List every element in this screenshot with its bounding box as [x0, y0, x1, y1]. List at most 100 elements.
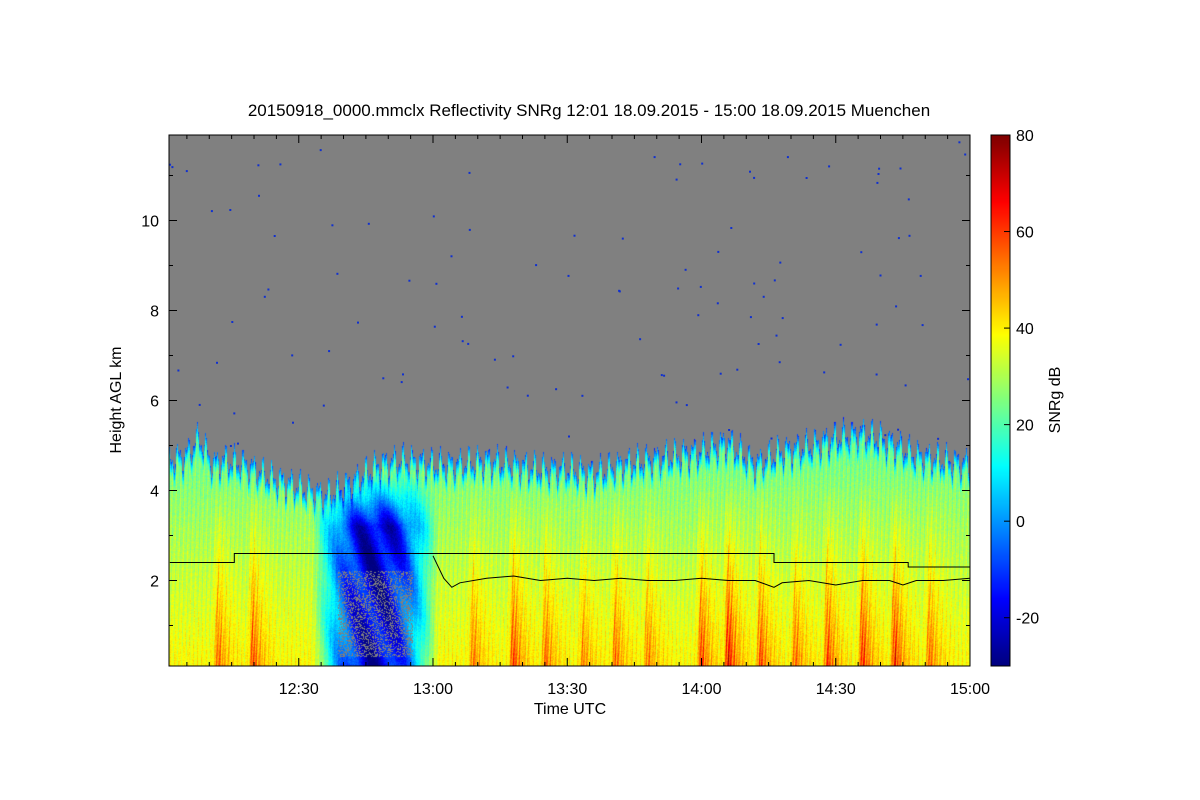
noise-speckle	[958, 141, 961, 144]
colorbar-tick-label: 20	[1016, 418, 1034, 435]
noise-speckle	[328, 350, 331, 353]
noise-speckle	[860, 251, 863, 254]
x-tick-label: 15:00	[950, 681, 990, 698]
y-tick-label: 2	[150, 574, 159, 591]
noise-speckle	[897, 428, 900, 431]
y-axis: 2 4 6 8 10	[141, 175, 970, 626]
x-tick-label: 13:30	[547, 681, 587, 698]
noise-speckle	[878, 167, 881, 170]
noise-speckle	[736, 368, 739, 371]
noise-speckle	[555, 388, 558, 391]
colorbar: -20 0 20 40 60 80 SNRg dB	[990, 128, 1064, 667]
noise-speckle	[895, 305, 898, 308]
noise-speckle	[336, 272, 339, 275]
colorbar-label: SNRg dB	[1047, 367, 1064, 434]
y-tick-label: 6	[150, 394, 159, 411]
y-tick-label: 8	[150, 304, 159, 321]
colorbar-tick-label: 60	[1016, 225, 1034, 242]
noise-speckle	[257, 164, 260, 167]
noise-speckle	[279, 163, 282, 166]
noise-speckle	[877, 173, 880, 175]
noise-speckle	[319, 149, 322, 152]
noise-speckle	[322, 404, 325, 407]
noise-speckle	[967, 378, 969, 381]
noise-speckle	[468, 228, 471, 231]
noise-speckle	[639, 338, 642, 341]
noise-speckle	[169, 163, 171, 166]
noise-speckle	[675, 401, 678, 404]
noise-speckle	[535, 264, 538, 267]
noise-speckle	[357, 321, 359, 324]
noise-speckle	[663, 374, 666, 377]
noise-speckle	[677, 287, 680, 290]
y-tick-label: 10	[141, 214, 159, 231]
noise-speckle	[258, 194, 260, 197]
noise-speckle	[229, 445, 232, 447]
noise-speckle	[506, 386, 509, 389]
noise-speckle	[899, 167, 902, 170]
colorbar-frame	[990, 134, 1011, 667]
noise-speckle	[775, 334, 778, 337]
noise-speckle	[512, 355, 515, 358]
noise-speckle	[621, 237, 624, 240]
noise-speckle	[435, 282, 438, 285]
noise-speckle	[786, 156, 789, 159]
noise-speckle	[400, 381, 403, 384]
noise-speckle	[177, 369, 180, 372]
noise-speckle	[730, 227, 733, 229]
noise-speckle	[573, 234, 576, 237]
noise-speckle	[675, 178, 678, 181]
noise-speckle	[653, 156, 656, 159]
noise-speckle	[879, 274, 882, 277]
noise-speckle	[171, 166, 174, 169]
x-tick-label: 12:30	[279, 681, 319, 698]
noise-speckle	[753, 282, 756, 285]
noise-speckle	[273, 235, 276, 237]
x-axis-label: Time UTC	[534, 701, 606, 718]
noise-speckle	[460, 315, 463, 318]
noise-speckle	[291, 354, 294, 357]
noise-speckle	[263, 295, 266, 298]
noise-speckle	[937, 437, 940, 440]
noise-speckle	[921, 324, 924, 327]
noise-speckle	[581, 394, 584, 397]
noise-speckle	[185, 170, 188, 173]
noise-speckle	[331, 224, 334, 227]
boundary-layer-line-lower	[432, 555, 971, 588]
noise-speckle	[749, 316, 752, 319]
colorbar-tick-label: -20	[1016, 611, 1039, 628]
noise-speckle	[753, 176, 756, 179]
noise-speckle	[823, 371, 826, 374]
noise-speckle	[781, 317, 784, 320]
colorbar-ticks: -20 0 20 40 60 80	[1004, 128, 1039, 628]
noise-speckle	[468, 171, 471, 174]
noise-speckle	[433, 325, 436, 328]
colorbar-tick-label: 40	[1016, 321, 1034, 338]
colorbar-tick-label: 0	[1016, 514, 1025, 531]
noise-speckle	[292, 421, 294, 424]
noise-speckle	[884, 434, 887, 437]
noise-speckle	[773, 279, 776, 282]
noise-speckle	[685, 404, 688, 407]
plot-area	[168, 134, 971, 667]
boundary-layer-line-upper	[169, 553, 970, 568]
noise-speckle	[367, 222, 370, 225]
noise-speckle	[875, 373, 878, 376]
noise-speckle	[229, 209, 232, 211]
noise-speckle	[526, 394, 529, 397]
noise-speckle	[897, 237, 900, 240]
noise-speckle	[231, 321, 234, 323]
noise-speckle	[198, 403, 201, 406]
reflectivity-heatmap	[169, 135, 970, 666]
y-axis-label: Height AGL km	[108, 346, 125, 453]
x-tick-label: 14:30	[816, 681, 856, 698]
noise-speckle	[876, 181, 879, 184]
noise-speckle	[964, 153, 967, 156]
noise-speckle	[684, 268, 687, 271]
noise-speckle	[907, 198, 910, 201]
noise-speckle	[660, 374, 663, 377]
noise-speckle	[828, 165, 831, 168]
noise-speckle	[382, 377, 385, 380]
noise-speckle	[237, 442, 239, 445]
noise-speckle	[749, 170, 751, 173]
